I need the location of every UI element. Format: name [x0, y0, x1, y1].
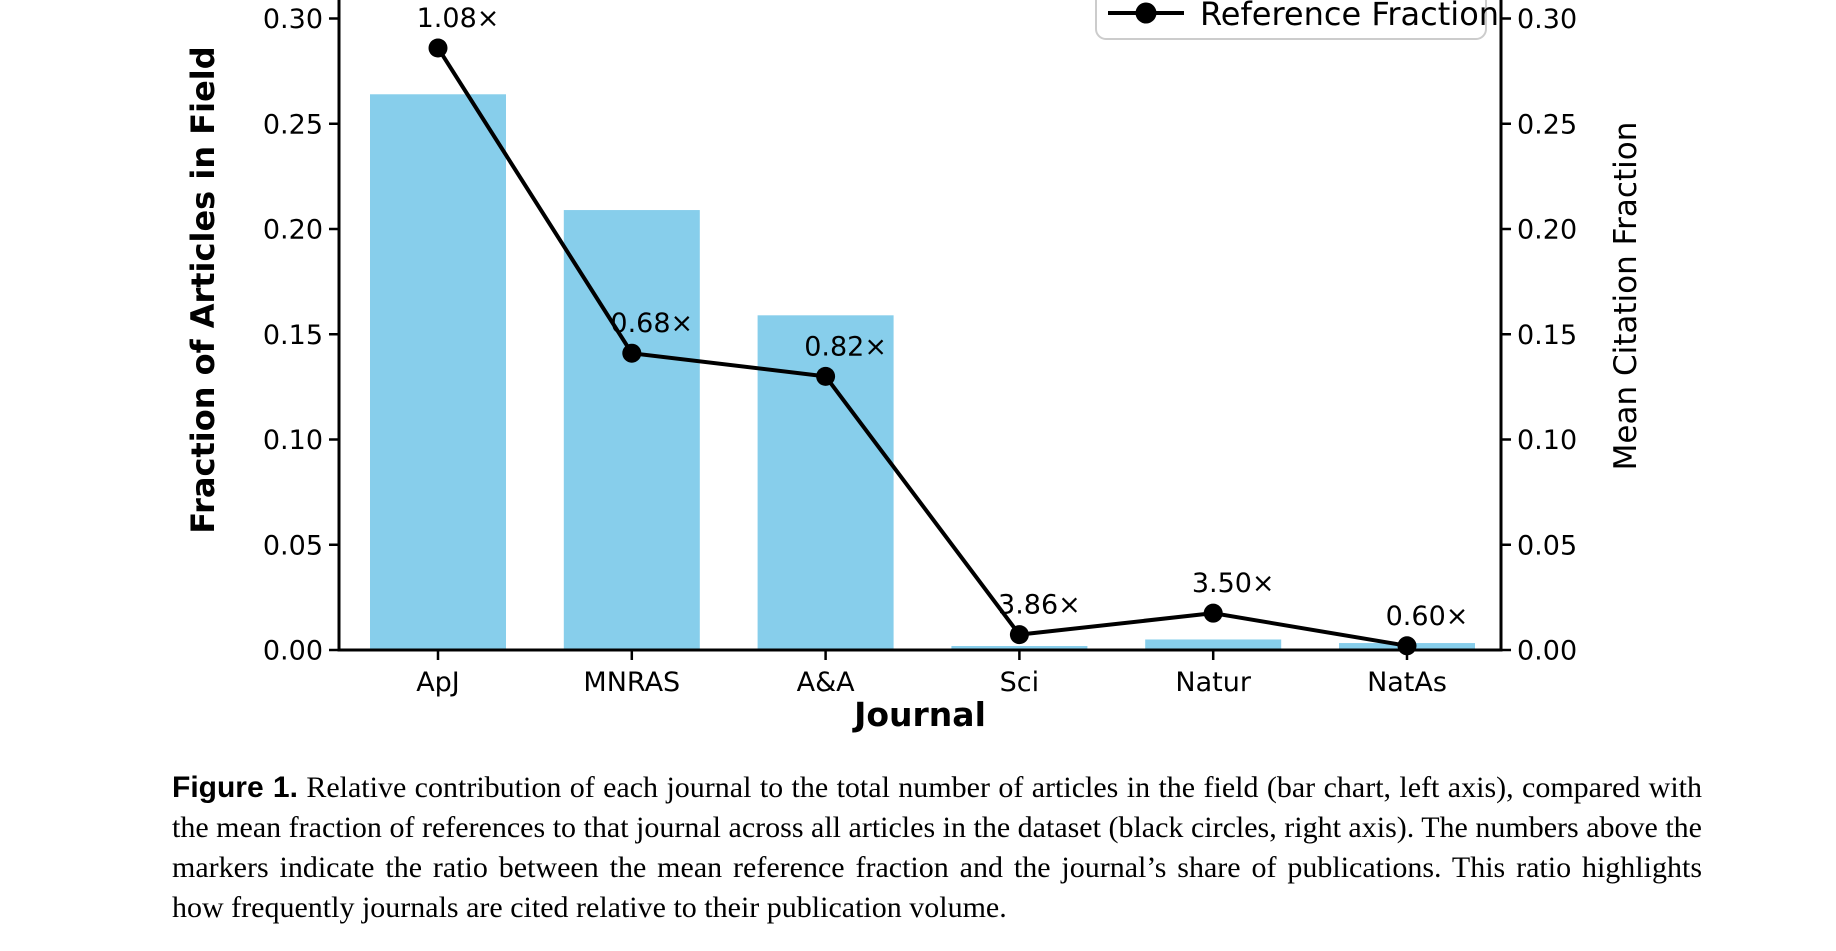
- x-tick-label-ApJ: ApJ: [416, 667, 460, 698]
- ratio-annotation-MNRAS: 0.68×: [610, 308, 693, 339]
- right-axis-ticks: 0.00 0.05 0.10 0.15 0.20 0.25 0.30: [1501, 4, 1577, 667]
- right-y-axis-label: Mean Citation Fraction: [1608, 122, 1644, 471]
- bar-series: [370, 94, 1475, 650]
- x-tick-label-MNRAS: MNRAS: [583, 667, 680, 698]
- reference-fraction-path: [436, 46, 1408, 648]
- x-tick-label-NatAs: NatAs: [1367, 667, 1447, 698]
- right-tick-label-0.15: 0.15: [1517, 320, 1577, 351]
- x-tick-label-Natur: Natur: [1175, 667, 1251, 698]
- legend-box: [1095, 0, 1487, 40]
- ratio-annotation-A&A: 0.82×: [804, 331, 887, 362]
- figure-caption-text: Relative contribution of each journal to…: [172, 771, 1703, 924]
- left-tick-label-0.10: 0.10: [263, 425, 323, 456]
- bar-ApJ: [370, 94, 506, 650]
- reference-fraction-line: [428, 38, 1417, 656]
- right-tick-label-0.20: 0.20: [1517, 215, 1577, 246]
- ratio-annotation-Natur: 3.50×: [1192, 568, 1275, 599]
- ratio-annotation-Sci: 3.86×: [998, 590, 1081, 621]
- left-tick-label-0.20: 0.20: [263, 215, 323, 246]
- right-tick-label-0.25: 0.25: [1517, 109, 1577, 140]
- ratio-annotation-NatAs: 0.60×: [1386, 601, 1469, 632]
- left-tick-label-0.00: 0.00: [263, 636, 323, 667]
- legend-marker-icon: [1135, 2, 1157, 24]
- marker-Natur: [1203, 603, 1223, 623]
- ratio-annotations: 1.08× 0.68× 0.82× 3.86× 3.50× 0.60×: [417, 3, 1469, 632]
- bar-A&A: [757, 315, 894, 650]
- legend: Reference Fraction: [1095, 0, 1499, 40]
- legend-entry-label: Reference Fraction: [1200, 0, 1499, 33]
- right-tick-label-0.10: 0.10: [1517, 425, 1577, 456]
- x-tick-label-A&A: A&A: [797, 667, 856, 698]
- bar-Sci: [951, 646, 1088, 650]
- right-tick-label-0.00: 0.00: [1517, 636, 1577, 667]
- marker-MNRAS: [622, 343, 642, 363]
- marker-NatAs: [1397, 636, 1417, 656]
- x-tick-label-Sci: Sci: [1000, 667, 1040, 698]
- left-tick-label-0.15: 0.15: [263, 320, 323, 351]
- left-tick-label-0.30: 0.30: [263, 4, 323, 35]
- marker-Sci: [1009, 625, 1029, 645]
- left-tick-label-0.25: 0.25: [263, 109, 323, 140]
- left-axis-ticks: 0.00 0.05 0.10 0.15 0.20 0.25 0.30: [263, 4, 339, 667]
- marker-ApJ: [428, 38, 448, 58]
- right-tick-label-0.30: 0.30: [1517, 4, 1577, 35]
- left-y-axis-label: Fraction of Articles in Field: [184, 46, 222, 533]
- x-axis-ticks: ApJ MNRAS A&A Sci Natur NatAs: [416, 650, 1447, 698]
- bar-Natur: [1145, 639, 1282, 650]
- right-tick-label-0.05: 0.05: [1517, 530, 1577, 561]
- ratio-annotation-ApJ: 1.08×: [417, 3, 500, 34]
- x-axis-label: Journal: [852, 695, 986, 734]
- marker-A&A: [816, 366, 836, 386]
- figure-caption: Figure 1. Relative contribution of each …: [172, 768, 1702, 928]
- figure-caption-label: Figure 1.: [172, 771, 298, 804]
- left-tick-label-0.05: 0.05: [263, 530, 323, 561]
- journal-fraction-chart: 0.00 0.05 0.10 0.15 0.20 0.25 0.30 0.00 0.05 0.1…: [184, 0, 1644, 734]
